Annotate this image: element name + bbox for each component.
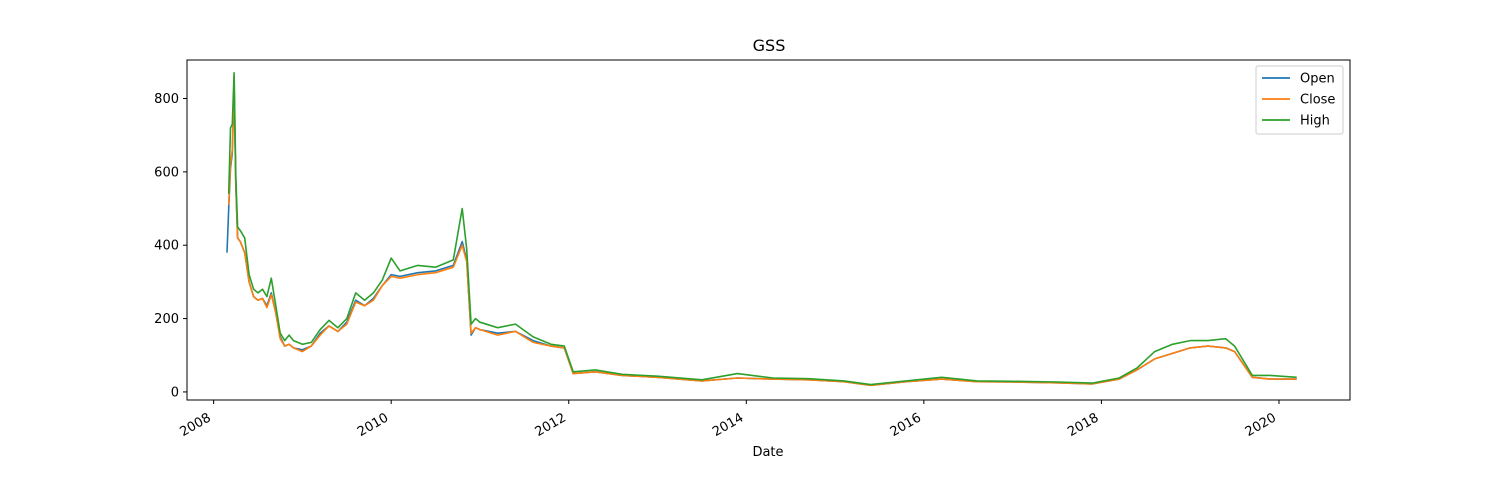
legend-label-close: Close [1300,93,1335,108]
x-tick-label-2010: 2010 [355,410,391,440]
x-tick-label-2012: 2012 [533,410,569,440]
y-tick-label-600: 600 [154,165,179,180]
x-tick-label-2014: 2014 [710,410,746,440]
y-tick-label-400: 400 [154,239,179,254]
y-tick-label-800: 800 [154,92,179,107]
chart-title: GSS [753,36,786,55]
x-tick-label-2008: 2008 [177,410,213,440]
series-line-close [227,75,1297,387]
series-line-open [226,86,1297,387]
legend: Open Close High [1255,65,1344,135]
y-axis: 0 200 400 600 800 [154,92,187,400]
y-tick-label-200: 200 [154,312,179,327]
y-tick-label-0: 0 [171,385,179,400]
legend-label-high: High [1300,114,1330,129]
plot-frame [186,59,1351,401]
x-tick-label-2016: 2016 [888,410,924,440]
legend-label-open: Open [1300,72,1335,87]
x-axis: 2008 2010 2012 2014 2016 2018 2020 [177,400,1280,440]
series-line-high [227,72,1297,386]
x-tick-label-2018: 2018 [1065,410,1101,440]
legend-box [1255,65,1344,135]
x-axis-label: Date [752,445,783,460]
x-tick-label-2020: 2020 [1243,410,1279,440]
series-layer [226,72,1297,387]
